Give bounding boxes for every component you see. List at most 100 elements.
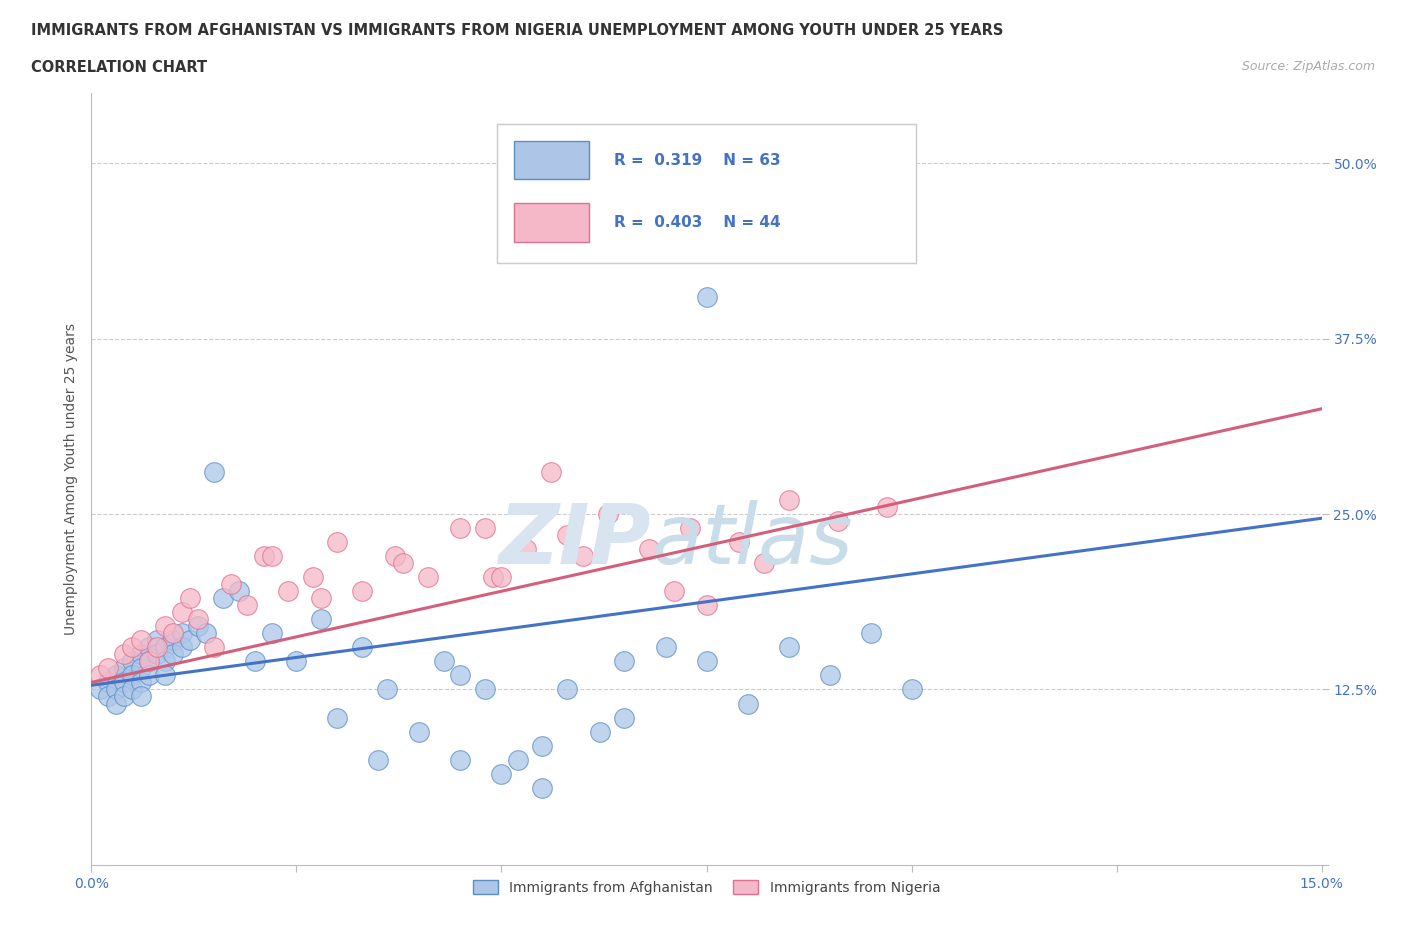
Point [129,647,152,662]
Point [326,535,349,550]
Point [827,513,849,528]
Point [900,682,922,697]
Point [309,612,332,627]
Point [228,584,250,599]
Point [105,696,127,711]
Point [219,577,242,591]
Point [236,598,259,613]
Point [540,464,562,479]
Point [170,626,193,641]
Point [153,668,177,683]
Point [326,711,349,725]
Text: ZIP: ZIP [499,500,651,581]
Point [613,711,636,725]
Point [695,654,717,669]
Point [555,682,578,697]
Point [253,549,276,564]
Point [121,668,143,683]
Point [737,696,759,711]
Point [129,689,152,704]
Point [589,724,612,739]
Point [112,661,135,676]
Point [613,184,636,199]
Point [162,633,184,648]
Point [449,752,471,767]
Point [613,654,636,669]
Point [105,682,127,697]
Point [367,752,389,767]
Point [138,654,160,669]
Point [392,556,415,571]
Point [105,668,127,683]
Point [384,549,406,564]
Point [638,541,661,556]
Point [260,549,283,564]
Point [138,640,160,655]
Point [752,556,775,571]
Text: atlas: atlas [651,500,853,581]
Point [179,633,201,648]
Point [416,570,439,585]
Point [695,289,717,304]
Point [778,493,800,508]
Point [202,464,225,479]
Point [375,682,398,697]
Point [138,654,160,669]
Point [121,654,143,669]
Point [260,626,283,641]
Point [449,668,471,683]
Point [245,654,267,669]
Point [97,661,120,676]
Point [449,521,471,536]
Point [129,675,152,690]
Y-axis label: Unemployment Among Youth under 25 years: Unemployment Among Youth under 25 years [63,323,77,635]
Point [506,752,529,767]
Point [515,541,537,556]
Point [121,640,143,655]
Point [285,654,308,669]
Point [679,521,702,536]
Point [301,570,323,585]
Point [97,675,120,690]
Point [728,535,751,550]
Point [211,591,233,605]
Text: Source: ZipAtlas.com: Source: ZipAtlas.com [1241,60,1375,73]
Point [474,521,496,536]
Point [491,766,513,781]
Point [162,647,184,662]
Point [129,633,152,648]
Point [695,598,717,613]
Point [146,640,169,655]
Point [818,668,841,683]
Point [408,724,430,739]
Point [662,584,685,599]
Text: IMMIGRANTS FROM AFGHANISTAN VS IMMIGRANTS FROM NIGERIA UNEMPLOYMENT AMONG YOUTH : IMMIGRANTS FROM AFGHANISTAN VS IMMIGRANT… [31,23,1004,38]
Point [162,626,184,641]
Point [555,527,578,542]
Point [531,738,554,753]
Point [187,618,209,633]
Point [146,647,169,662]
Point [112,647,135,662]
Point [153,654,177,669]
Point [352,640,374,655]
Point [596,507,619,522]
Point [491,570,513,585]
Point [153,618,177,633]
Point [187,612,209,627]
Point [309,591,332,605]
Point [138,668,160,683]
Point [170,640,193,655]
Point [202,640,225,655]
Point [859,626,882,641]
Point [89,668,111,683]
Point [153,640,177,655]
Point [352,584,374,599]
Point [129,661,152,676]
Point [146,633,169,648]
Point [97,689,120,704]
Point [876,499,898,514]
Legend: Immigrants from Afghanistan, Immigrants from Nigeria: Immigrants from Afghanistan, Immigrants … [467,874,946,900]
Point [112,675,135,690]
Point [179,591,201,605]
